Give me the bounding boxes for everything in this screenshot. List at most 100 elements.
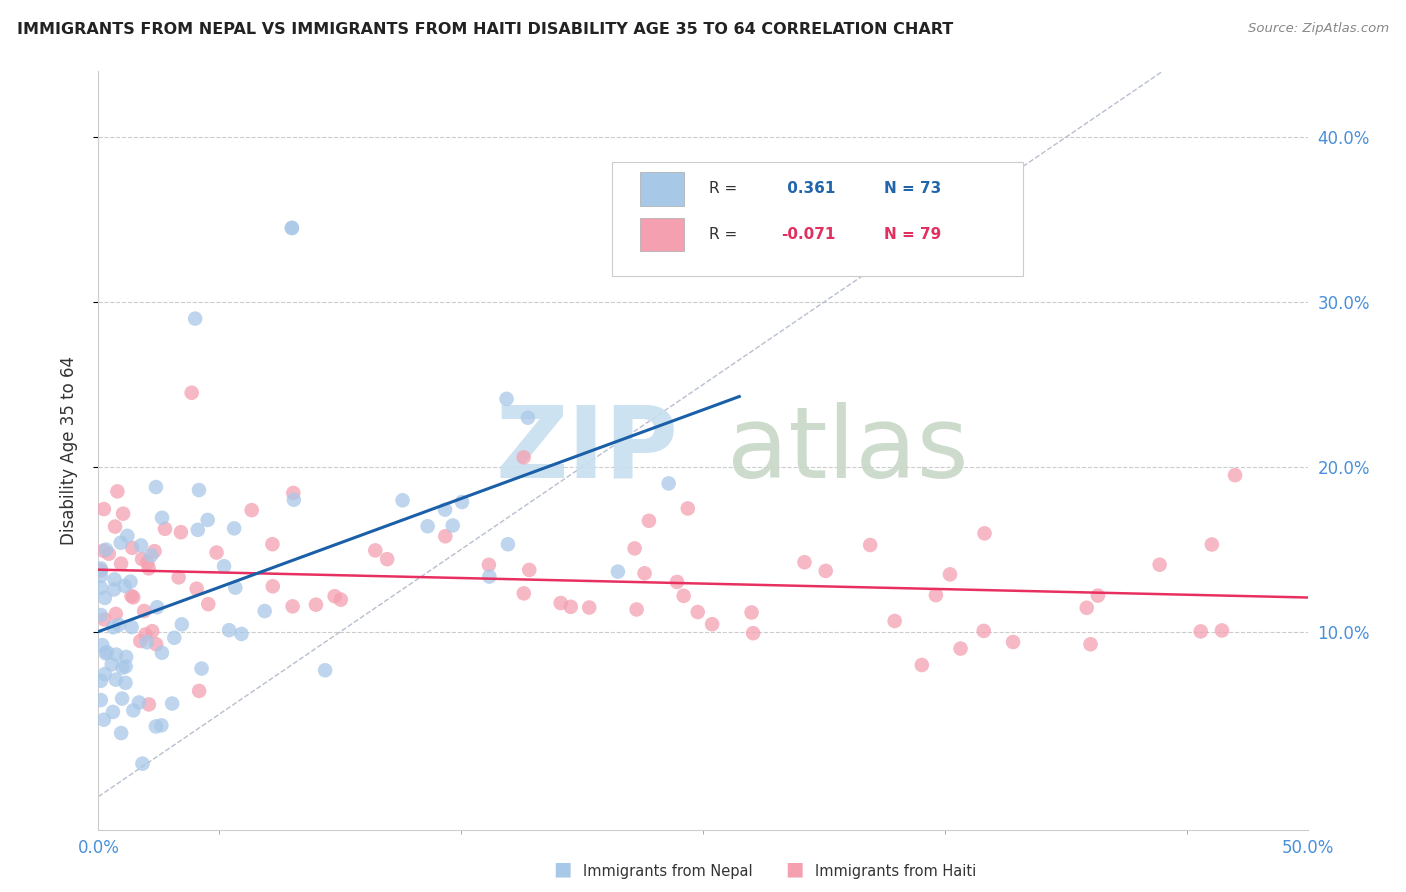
Point <box>305 598 328 612</box>
Point <box>606 565 628 579</box>
Point <box>949 641 972 656</box>
Point <box>94 542 117 557</box>
Point <box>375 552 398 566</box>
Point <box>145 480 167 494</box>
Point <box>100 657 122 672</box>
Point <box>90 561 112 575</box>
FancyBboxPatch shape <box>640 218 683 251</box>
Point <box>672 589 695 603</box>
Point <box>134 604 156 618</box>
Point <box>281 599 304 614</box>
Text: Immigrants from Nepal: Immigrants from Nepal <box>583 863 754 879</box>
Point <box>121 589 143 603</box>
Point <box>883 614 905 628</box>
Point <box>700 617 723 632</box>
Point <box>560 599 582 614</box>
Point <box>623 541 645 556</box>
Point <box>128 696 150 710</box>
Point <box>364 543 387 558</box>
Point <box>103 582 125 597</box>
Point <box>323 589 346 603</box>
Point <box>94 646 117 660</box>
Point <box>281 221 304 235</box>
Point <box>638 514 661 528</box>
Point <box>1189 624 1212 639</box>
Point <box>93 667 115 681</box>
Text: ■: ■ <box>553 860 572 879</box>
Point <box>90 564 112 578</box>
Point <box>112 507 135 521</box>
Point <box>122 591 145 605</box>
Text: IMMIGRANTS FROM NEPAL VS IMMIGRANTS FROM HAITI DISABILITY AGE 35 TO 64 CORRELATI: IMMIGRANTS FROM NEPAL VS IMMIGRANTS FROM… <box>17 22 953 37</box>
FancyBboxPatch shape <box>640 172 683 205</box>
Point <box>90 581 112 595</box>
Point <box>578 600 600 615</box>
Point <box>94 591 117 605</box>
Point <box>93 713 115 727</box>
Point <box>111 691 134 706</box>
Point <box>224 521 246 535</box>
Text: 0.361: 0.361 <box>782 181 835 196</box>
Point <box>90 693 112 707</box>
Point <box>441 518 464 533</box>
Point <box>107 618 129 632</box>
Point <box>111 660 134 674</box>
Text: atlas: atlas <box>727 402 969 499</box>
Point <box>146 600 169 615</box>
Point <box>136 556 159 570</box>
Point <box>1080 637 1102 651</box>
Point <box>97 547 120 561</box>
Point <box>150 718 173 732</box>
Point <box>150 510 173 524</box>
Point <box>103 620 125 634</box>
Point <box>104 673 127 687</box>
Point <box>145 637 167 651</box>
Point <box>134 627 156 641</box>
Point <box>517 563 540 577</box>
Point <box>131 756 153 771</box>
Point <box>122 703 145 717</box>
Point <box>262 537 284 551</box>
Point <box>676 501 699 516</box>
Point <box>1087 589 1109 603</box>
Point <box>188 684 211 698</box>
Point <box>90 569 112 583</box>
Point <box>167 570 190 584</box>
Point <box>283 486 305 500</box>
Point <box>1223 468 1246 483</box>
Text: N = 79: N = 79 <box>884 227 942 242</box>
Point <box>160 697 183 711</box>
Point <box>141 624 163 639</box>
Point <box>131 552 153 566</box>
Point <box>170 525 193 540</box>
Point <box>120 574 142 589</box>
Point <box>658 476 681 491</box>
Point <box>686 605 709 619</box>
Point <box>163 631 186 645</box>
Point <box>666 574 689 589</box>
Point <box>973 624 995 638</box>
Point <box>741 606 763 620</box>
Point <box>793 555 815 569</box>
Point <box>129 634 152 648</box>
Point <box>212 559 235 574</box>
Point <box>170 617 193 632</box>
Point <box>121 620 143 634</box>
Point <box>186 582 208 596</box>
Point <box>262 579 284 593</box>
Point <box>925 588 948 602</box>
Point <box>103 573 125 587</box>
Point <box>633 566 655 581</box>
Point <box>188 483 211 497</box>
Point <box>478 569 501 583</box>
Point <box>391 493 413 508</box>
Point <box>115 649 138 664</box>
Point <box>814 564 837 578</box>
Point <box>253 604 276 618</box>
Point <box>153 522 176 536</box>
Point <box>416 519 439 533</box>
Point <box>114 659 136 673</box>
Point <box>512 450 534 465</box>
Point <box>121 541 143 555</box>
Point <box>91 638 114 652</box>
